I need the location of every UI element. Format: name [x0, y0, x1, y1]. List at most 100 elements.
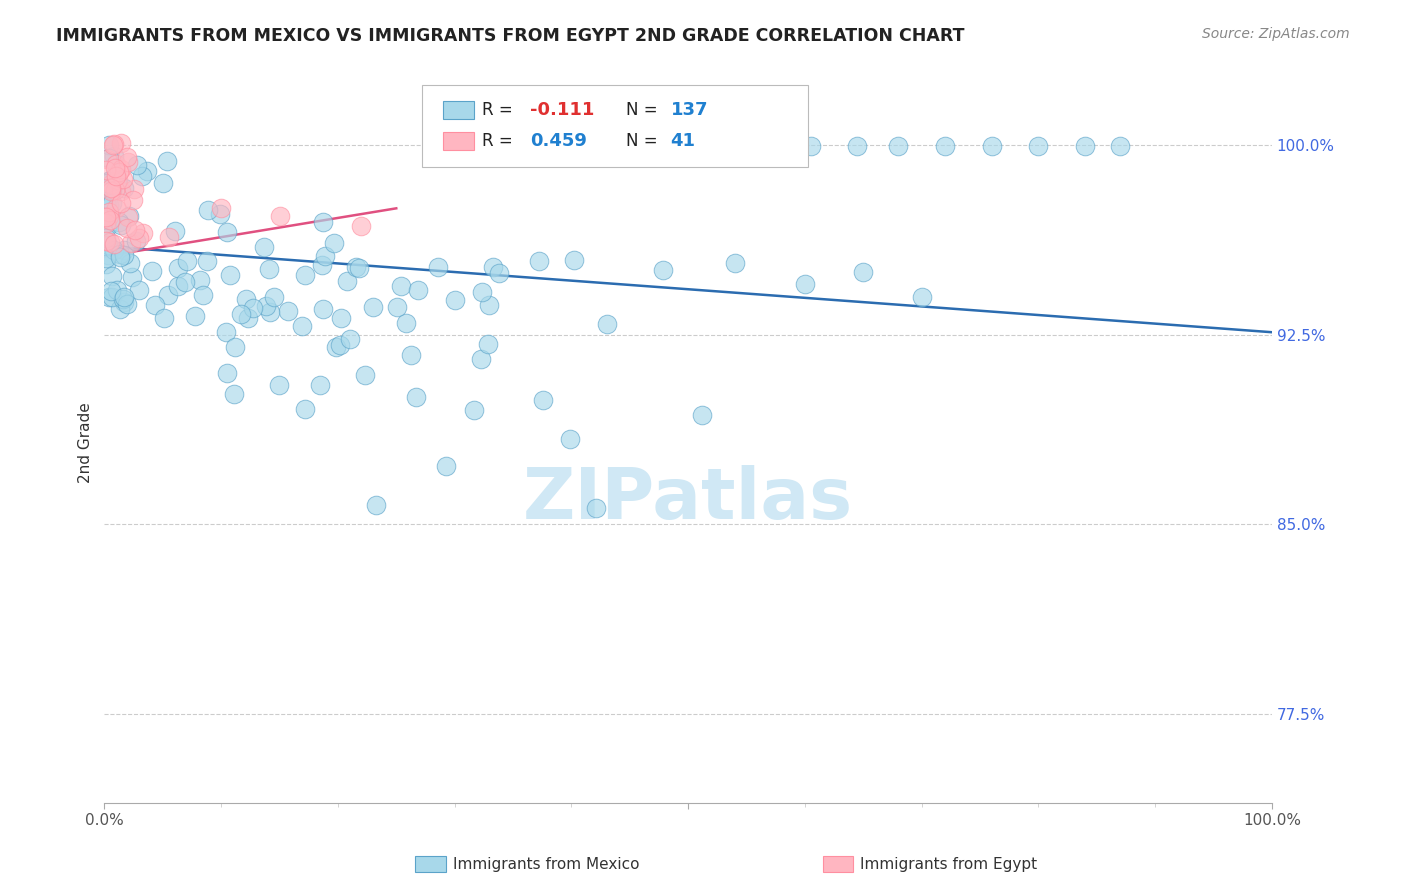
Point [110, 162, 132, 177]
Text: -0.111: -0.111 [530, 101, 595, 119]
Point [96, 176, 118, 190]
Point [339, 333, 361, 347]
Point [141, 264, 163, 278]
Point [312, 214, 335, 228]
Point [314, 249, 336, 263]
Text: R =: R = [482, 101, 513, 119]
Text: Immigrants from Mexico: Immigrants from Mexico [453, 857, 640, 871]
Point [104, 183, 127, 197]
Point [115, 220, 138, 235]
Point [143, 298, 166, 312]
Text: Source: ZipAtlas.com: Source: ZipAtlas.com [1202, 27, 1350, 41]
Point [120, 255, 142, 269]
Point [176, 254, 198, 268]
Point [887, 139, 910, 153]
Point [188, 273, 211, 287]
Point [197, 203, 219, 218]
Point [405, 390, 427, 404]
Point [105, 174, 128, 188]
Point [558, 432, 581, 446]
Point [107, 173, 129, 187]
Point [353, 368, 375, 382]
Point [112, 292, 135, 306]
Point [96, 234, 118, 248]
Point [121, 193, 143, 207]
Point [103, 136, 125, 151]
Point [389, 279, 412, 293]
Point [401, 348, 423, 362]
Text: N =: N = [626, 132, 657, 150]
Point [132, 226, 155, 240]
Point [112, 181, 135, 195]
Point [477, 336, 499, 351]
Point [103, 243, 125, 257]
Point [103, 148, 125, 162]
Point [347, 260, 370, 275]
Point [426, 260, 449, 274]
Point [115, 297, 138, 311]
Point [471, 285, 494, 299]
Point [94, 210, 117, 224]
Point [105, 283, 128, 297]
Point [108, 250, 131, 264]
Point [100, 185, 122, 199]
Point [218, 268, 240, 283]
Point [366, 499, 388, 513]
Point [322, 235, 344, 250]
Point [156, 154, 179, 169]
Point [308, 377, 330, 392]
Point [434, 458, 457, 473]
Point [108, 247, 131, 261]
Point [191, 288, 214, 302]
Point [124, 222, 146, 236]
Point [96, 220, 118, 235]
Point [387, 300, 409, 314]
Point [97, 151, 120, 165]
Point [101, 269, 124, 284]
Point [259, 305, 281, 319]
Point [108, 165, 131, 179]
Point [217, 366, 239, 380]
Point [112, 243, 135, 257]
Point [97, 237, 120, 252]
Point [277, 304, 299, 318]
Point [110, 136, 132, 150]
Point [117, 209, 139, 223]
Point [104, 201, 127, 215]
Point [122, 182, 145, 196]
Point [98, 235, 121, 250]
Point [112, 290, 135, 304]
Point [103, 236, 125, 251]
Point [531, 393, 554, 408]
Point [110, 218, 132, 232]
Point [153, 311, 176, 326]
Point [94, 257, 117, 271]
Point [105, 157, 128, 171]
Point [595, 317, 617, 331]
Point [94, 231, 117, 245]
Point [980, 139, 1002, 153]
Point [98, 290, 121, 304]
Point [112, 294, 135, 309]
Point [100, 177, 122, 191]
Point [152, 177, 174, 191]
Point [125, 234, 148, 248]
Point [1109, 139, 1132, 153]
Text: Immigrants from Egypt: Immigrants from Egypt [860, 857, 1038, 871]
Point [350, 219, 373, 233]
Point [222, 387, 245, 401]
Point [101, 183, 124, 197]
Point [651, 263, 673, 277]
Point [911, 290, 934, 304]
Point [361, 300, 384, 314]
Point [97, 137, 120, 152]
Point [115, 151, 138, 165]
Point [463, 402, 485, 417]
Point [110, 195, 132, 210]
Point [294, 268, 316, 283]
Point [112, 171, 135, 186]
Point [97, 173, 120, 187]
Point [209, 202, 232, 216]
Point [294, 402, 316, 417]
Point [263, 290, 285, 304]
